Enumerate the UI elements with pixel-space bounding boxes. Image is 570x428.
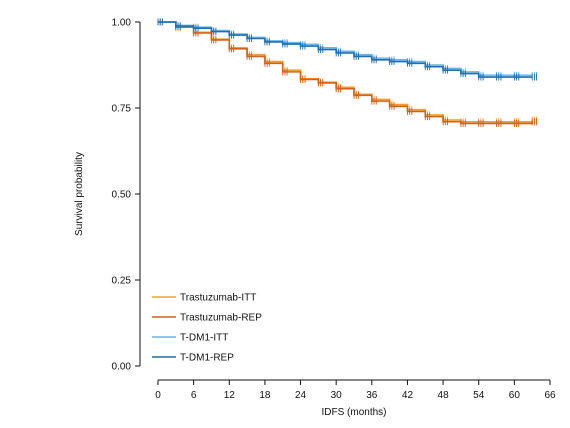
y-tick-label: 0.50 [112, 190, 132, 201]
series-trastuzumab-rep [157, 18, 538, 127]
x-tick-label: 24 [295, 390, 307, 401]
x-tick-label: 66 [544, 390, 556, 401]
x-tick-label: 12 [224, 390, 236, 401]
legend-label: Trastuzumab-REP [180, 313, 262, 324]
legend: Trastuzumab-ITT Trastuzumab-REP T-DM1-ITT T… [152, 293, 262, 364]
y-axis-label: Survival probability [74, 152, 85, 236]
x-tick-label: 42 [402, 390, 414, 401]
legend-label: T-DM1-REP [180, 353, 234, 364]
x-tick-label: 30 [331, 390, 343, 401]
y-tick-label: 1.00 [112, 18, 132, 29]
series-layer [157, 18, 538, 127]
x-tick-label: 48 [438, 390, 450, 401]
series-line [158, 21, 533, 77]
y-tick-label: 0.25 [112, 276, 132, 287]
x-tick-label: 60 [509, 390, 521, 401]
series-t-dm1-itt [157, 18, 538, 79]
y-tick-label: 0.00 [112, 362, 132, 373]
series-line [158, 21, 533, 125]
series-trastuzumab-itt [157, 18, 538, 126]
axes: 0.00 0.25 0.50 0.75 1.00 0 6 12 18 24 30 36 42 48 54 6… [112, 18, 556, 402]
x-axis-label: IDFS (months) [321, 407, 386, 418]
x-tick-label: 0 [155, 390, 161, 401]
x-tick-label: 6 [191, 390, 197, 401]
legend-label: T-DM1-ITT [180, 333, 228, 344]
y-tick-label: 0.75 [112, 104, 132, 115]
x-ticks: 0 6 12 18 24 30 36 42 48 54 60 66 [155, 380, 556, 401]
x-tick-label: 18 [259, 390, 271, 401]
y-ticks: 0.00 0.25 0.50 0.75 1.00 [112, 18, 140, 373]
legend-label: Trastuzumab-ITT [180, 293, 256, 304]
x-tick-label: 36 [366, 390, 378, 401]
x-tick-label: 54 [473, 390, 485, 401]
series-t-dm1-rep [157, 18, 538, 81]
